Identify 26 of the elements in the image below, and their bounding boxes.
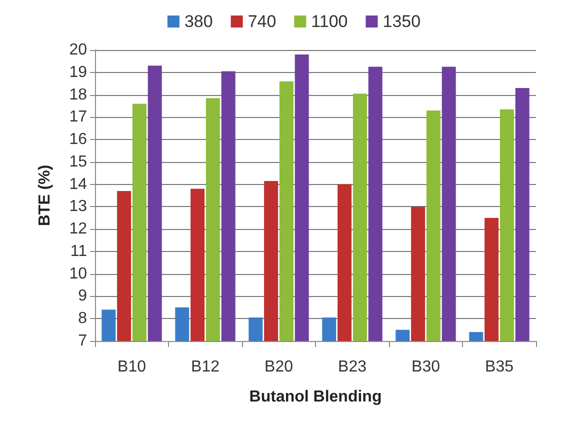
y-tick-label: 15 <box>69 153 88 170</box>
x-tick-label: B30 <box>412 358 440 376</box>
x-tick-label: B12 <box>191 358 220 376</box>
legend-label: 740 <box>248 12 276 31</box>
legend-label: 1350 <box>382 12 421 31</box>
legend-label: 1100 <box>311 12 348 31</box>
legend-label: 380 <box>184 12 213 31</box>
y-tick-label: 13 <box>69 198 88 216</box>
y-tick-label: 20 <box>69 42 88 58</box>
y-tick-label: 11 <box>70 242 88 260</box>
y-tick-label: 7 <box>78 332 88 350</box>
x-tick-label: B35 <box>485 358 514 376</box>
y-axis-title: BTE (%) <box>36 164 54 226</box>
y-tick-label: 8 <box>78 310 88 328</box>
y-tick-label: 9 <box>78 288 88 305</box>
y-tick-label: 19 <box>69 64 88 81</box>
x-tick-label: B10 <box>118 358 146 376</box>
y-tick-label: 12 <box>69 220 88 238</box>
x-tick-label: B23 <box>338 358 367 376</box>
x-tick-label: B20 <box>264 358 294 376</box>
y-tick-label: 16 <box>69 131 88 148</box>
y-tick-label: 14 <box>69 176 88 193</box>
y-tick-label: 17 <box>69 108 88 126</box>
x-axis-title: Butanol Blending <box>249 388 382 406</box>
y-tick-label: 10 <box>69 265 88 282</box>
y-tick-label: 18 <box>69 86 88 104</box>
